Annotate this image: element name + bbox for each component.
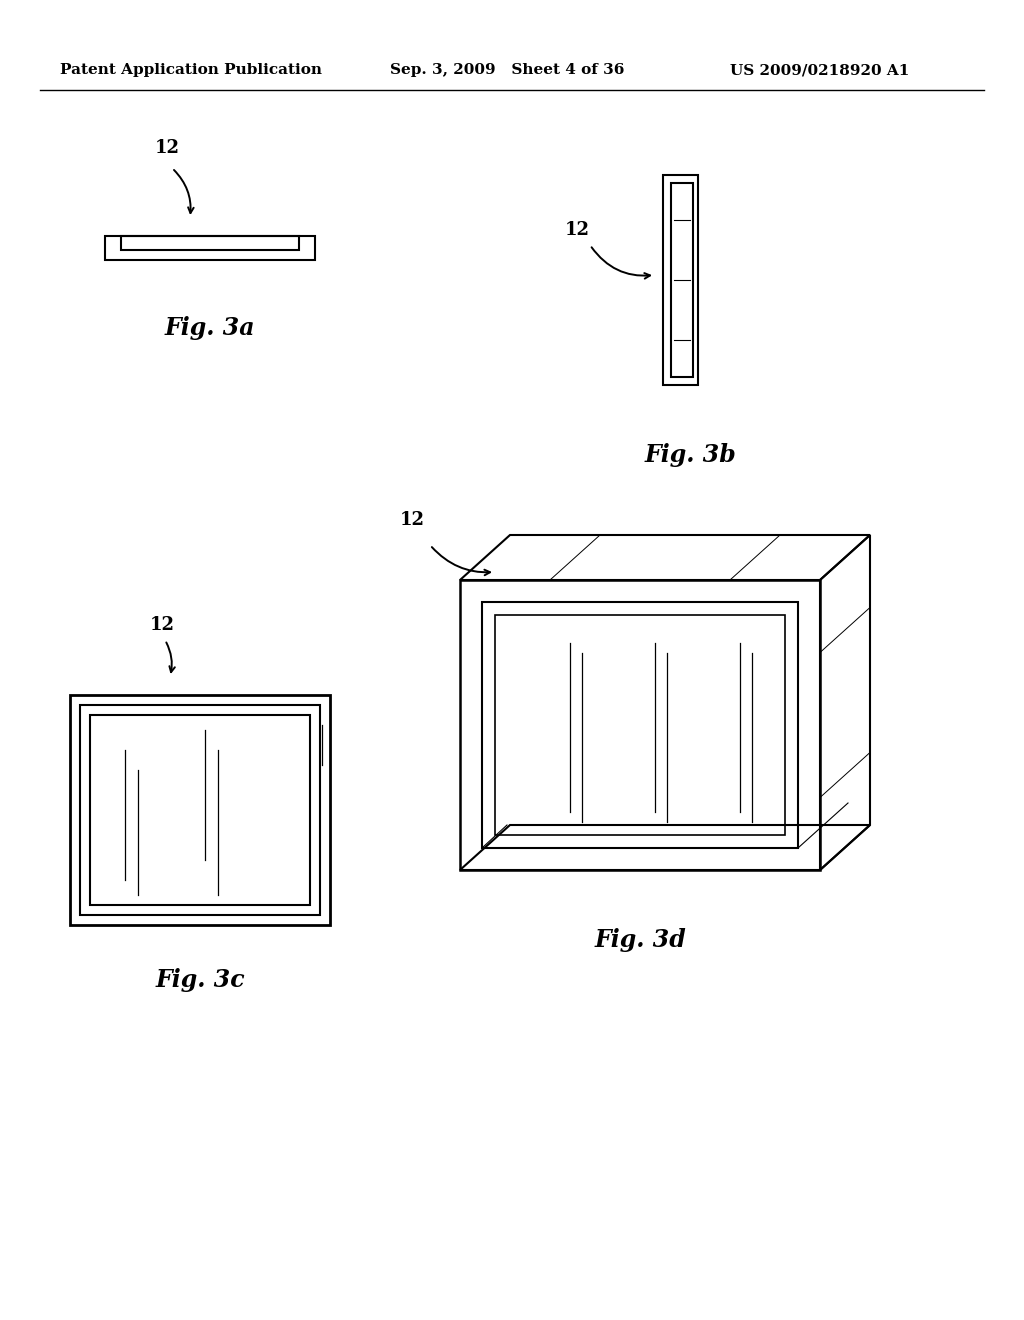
Text: Sep. 3, 2009   Sheet 4 of 36: Sep. 3, 2009 Sheet 4 of 36 [390, 63, 625, 77]
Text: 12: 12 [155, 139, 180, 157]
Text: 12: 12 [400, 511, 425, 529]
Text: Fig. 3b: Fig. 3b [644, 444, 736, 467]
Bar [663, 176, 698, 385]
Text: Fig. 3c: Fig. 3c [156, 968, 245, 993]
Text: Fig. 3a: Fig. 3a [165, 315, 255, 341]
Text: Patent Application Publication: Patent Application Publication [60, 63, 322, 77]
Bar [105, 236, 315, 260]
Bar [90, 715, 310, 906]
Bar [671, 183, 693, 378]
Text: Fig. 3d: Fig. 3d [594, 928, 686, 952]
Text: US 2009/0218920 A1: US 2009/0218920 A1 [730, 63, 909, 77]
Text: 12: 12 [150, 616, 175, 634]
Text: 12: 12 [565, 220, 590, 239]
Bar [80, 705, 319, 915]
Bar [70, 696, 330, 925]
Bar [121, 236, 299, 249]
